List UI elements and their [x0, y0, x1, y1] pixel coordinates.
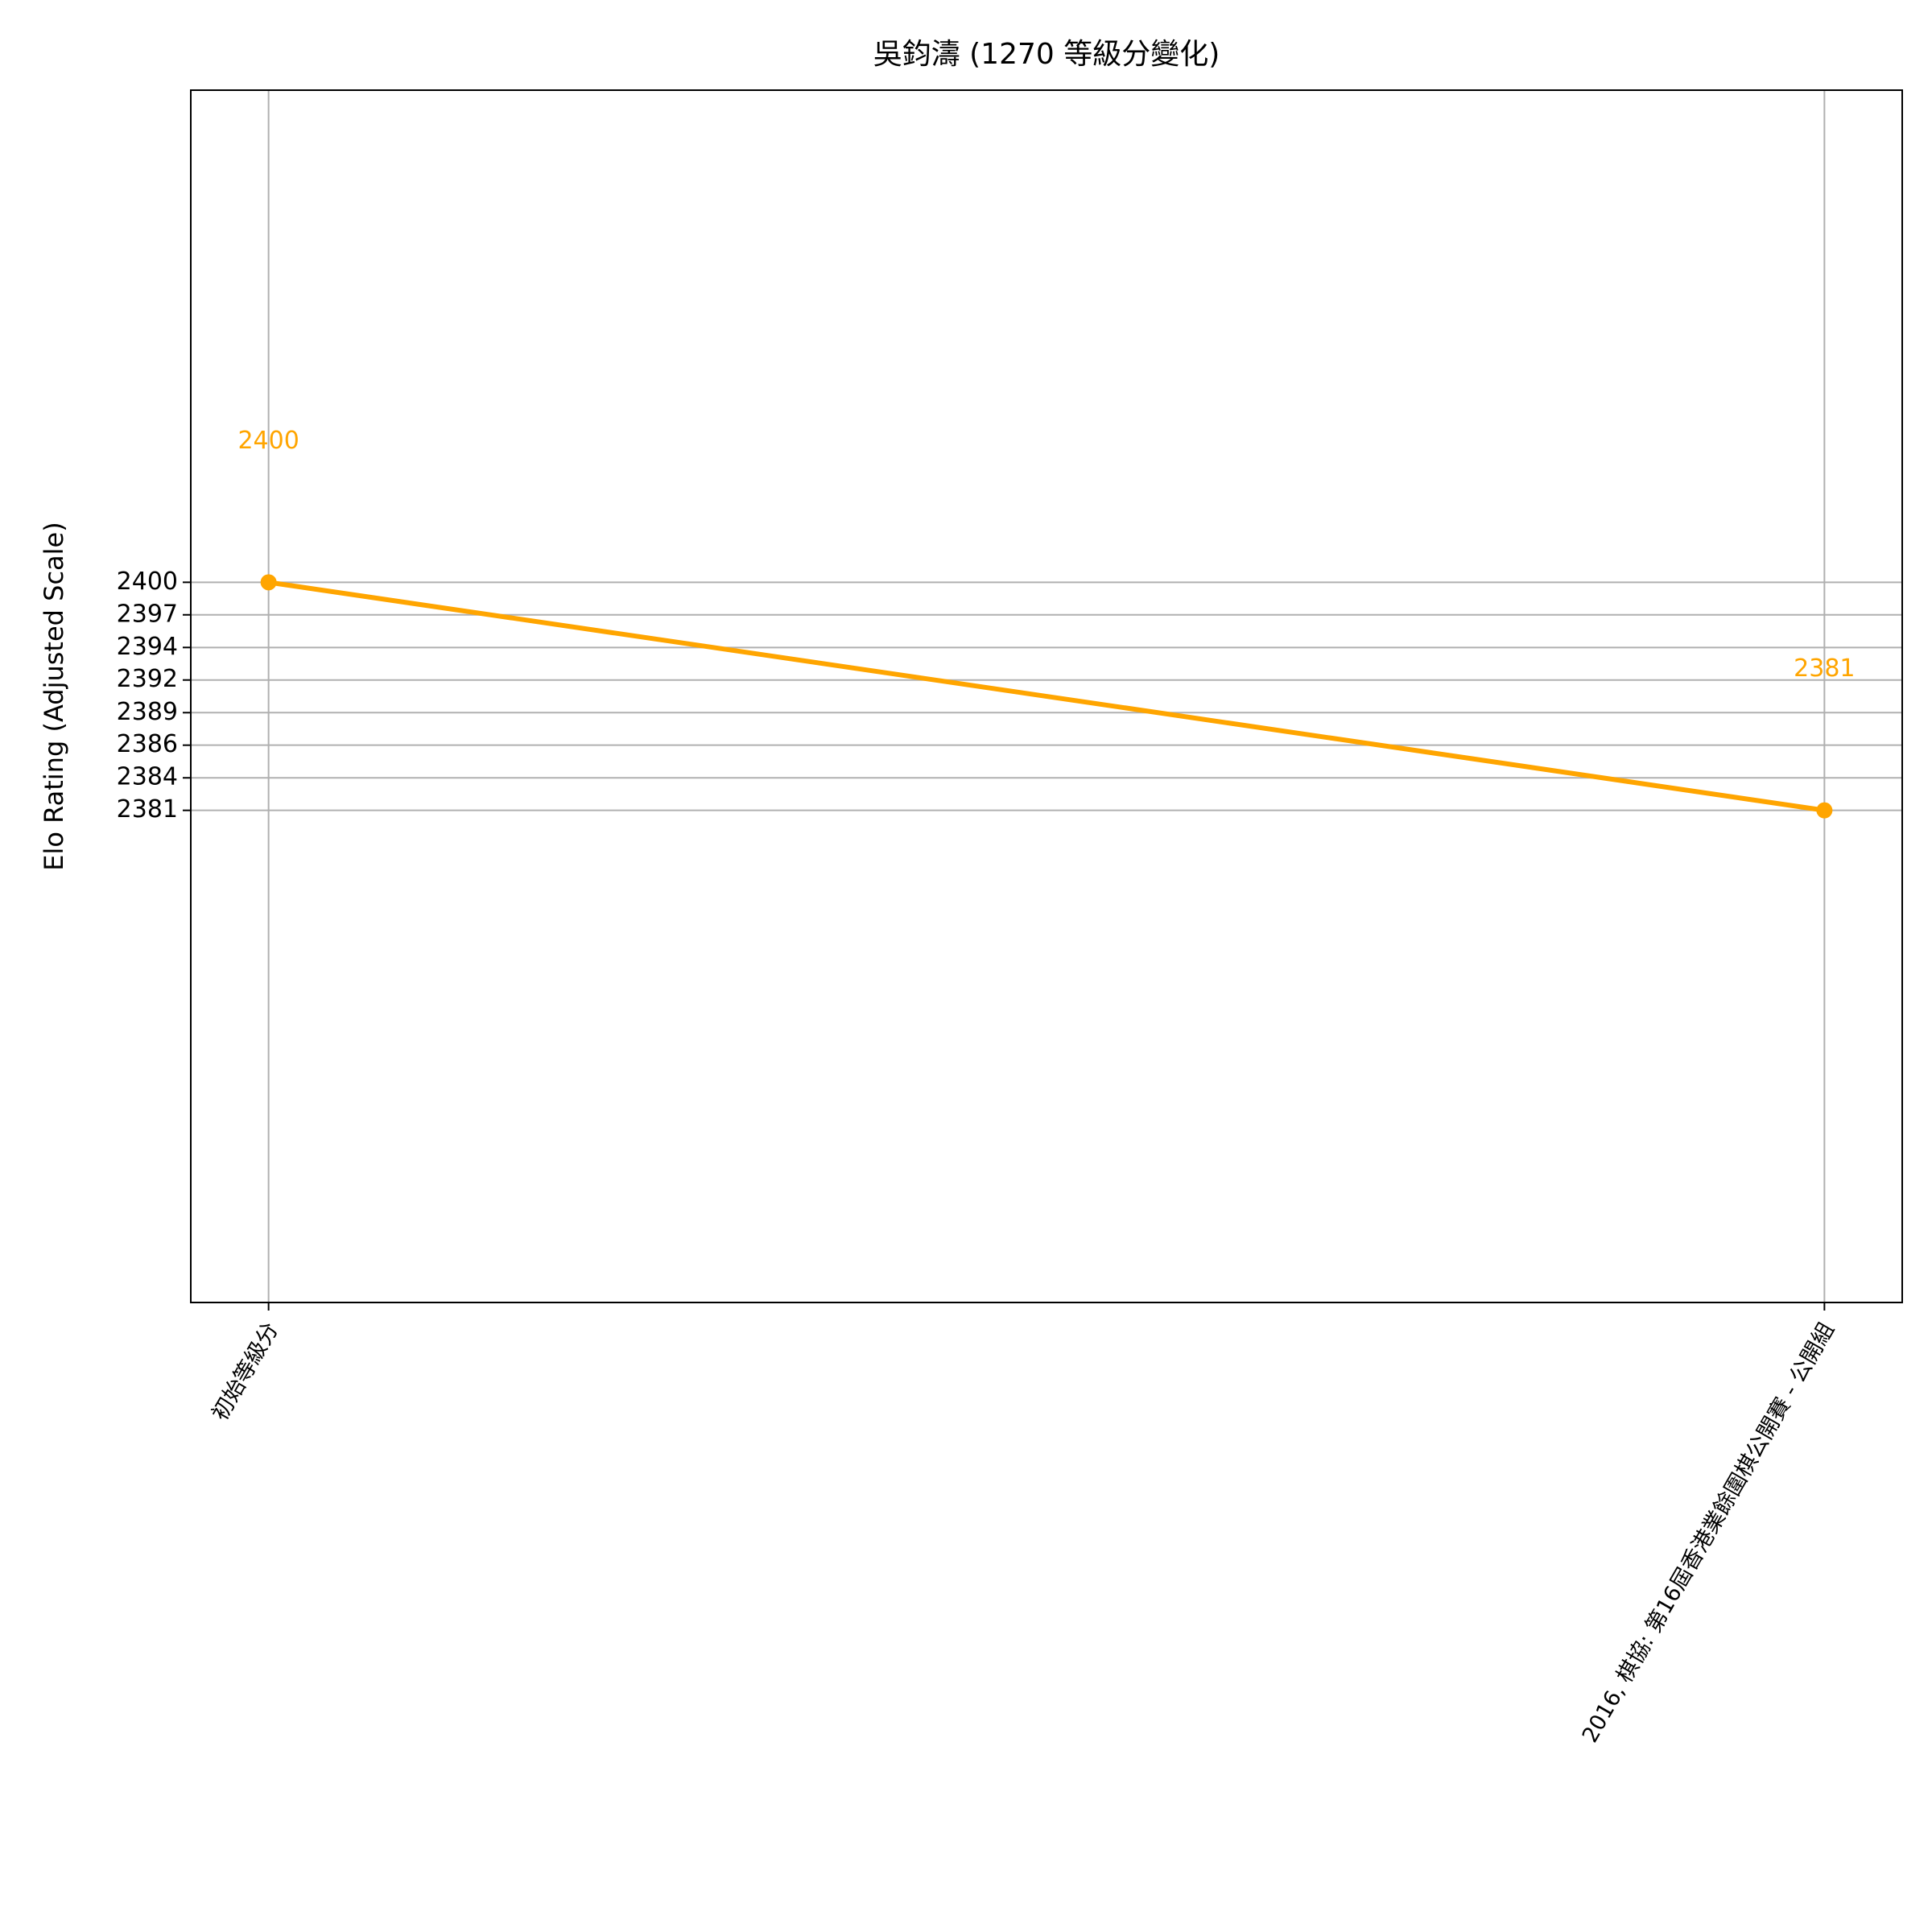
y-tick-label: 2392: [117, 665, 178, 693]
data-label: 2400: [237, 427, 299, 455]
data-label: 2381: [1794, 654, 1855, 683]
y-axis-label: Elo Rating (Adjusted Scale): [39, 522, 69, 870]
line: [268, 580, 1825, 813]
y-tick-label: 2381: [117, 795, 178, 824]
y-tick-label: 2397: [117, 600, 178, 628]
y-tick-label: 2394: [117, 633, 178, 661]
y-tick-label: 2386: [117, 730, 178, 758]
y-tick-label: 2384: [117, 763, 178, 791]
y-tick-label: 2400: [117, 568, 178, 596]
plot-frame: [190, 89, 1903, 1303]
chart-title: 吳鈞濤 (1270 等級分變化): [873, 38, 1220, 71]
point: [1816, 802, 1833, 819]
y-tick-label: 2389: [117, 698, 178, 726]
point: [260, 574, 277, 591]
